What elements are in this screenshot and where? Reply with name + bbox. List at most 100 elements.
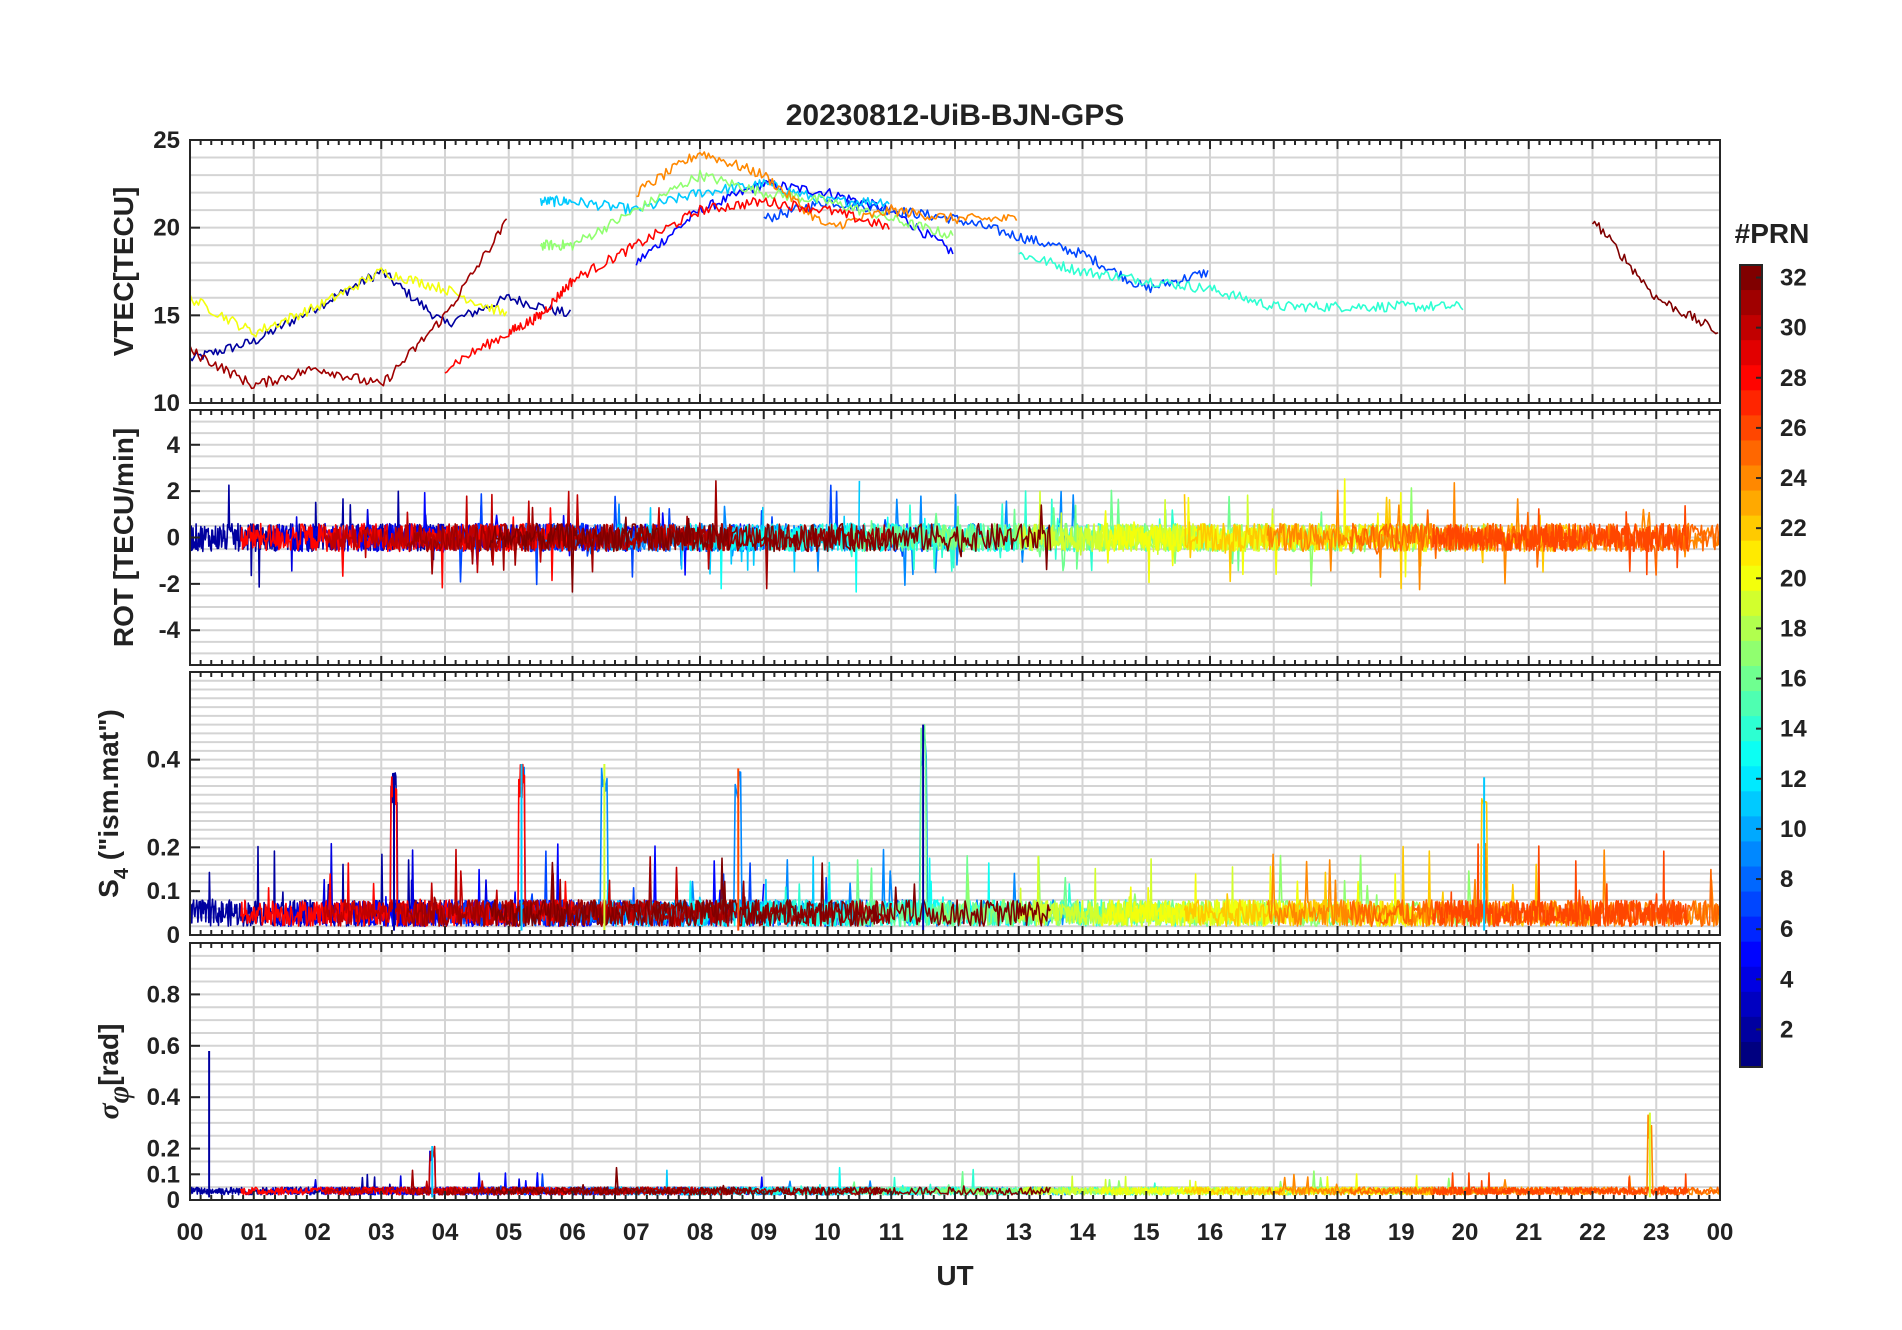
x-tick-label: 23 xyxy=(1643,1219,1670,1246)
series-line-prn-17 xyxy=(539,169,954,251)
y-tick-label: 0.4 xyxy=(147,1084,181,1111)
colorbar-tick-label: 10 xyxy=(1780,816,1807,843)
series-line-prn-31 xyxy=(190,218,508,390)
series-line-prn-14 xyxy=(1018,251,1464,313)
colorbar-segment xyxy=(1740,766,1762,792)
y-tick-label: 4 xyxy=(167,432,181,459)
colorbar-segment xyxy=(1740,340,1762,366)
y-tick-label: 0.4 xyxy=(147,747,181,774)
colorbar-tick-label: 4 xyxy=(1780,966,1794,993)
x-tick-label: 14 xyxy=(1069,1219,1096,1246)
y-tick-label: 0.1 xyxy=(147,878,180,905)
colorbar-segment xyxy=(1740,691,1762,717)
colorbar-tick-label: 12 xyxy=(1780,766,1807,793)
colorbar-segment xyxy=(1740,490,1762,517)
x-tick-label: 13 xyxy=(1005,1219,1032,1246)
colorbar-tick-label: 14 xyxy=(1780,716,1807,743)
series-line-prn-26 xyxy=(1432,1172,1689,1196)
x-tick-label: 01 xyxy=(240,1219,267,1246)
series-line-prn-28 xyxy=(444,197,890,374)
series-line-prn-20 xyxy=(1100,865,1434,927)
y-tick-label: 0.2 xyxy=(147,1136,180,1163)
x-tick-label: 20 xyxy=(1452,1219,1479,1246)
colorbar-segment xyxy=(1740,640,1762,667)
series-line-prn-7 xyxy=(763,199,1209,294)
x-tick-label: 00 xyxy=(177,1219,204,1246)
y-tick-label: -2 xyxy=(159,571,180,598)
colorbar-segment xyxy=(1740,891,1762,918)
colorbar-tick-label: 32 xyxy=(1780,265,1807,292)
y-tick-label: 0.8 xyxy=(147,981,180,1008)
colorbar-tick-label: 2 xyxy=(1780,1016,1793,1043)
colorbar-tick-label: 8 xyxy=(1780,866,1793,893)
x-tick-label: 15 xyxy=(1133,1219,1160,1246)
series-line-prn-4 xyxy=(272,1149,605,1196)
series-line-prn-32 xyxy=(488,504,1052,593)
x-tick-label: 09 xyxy=(750,1219,777,1246)
colorbar-tick-label: 22 xyxy=(1780,515,1807,542)
y-tick-label: 0.2 xyxy=(147,834,180,861)
colorbar-tick-label: 16 xyxy=(1780,666,1807,693)
x-axis: 00 01 02 03 04 05 06 07 08 09 10 11 12 13 14 15 16 17 18 19… xyxy=(177,1219,1734,1291)
colorbar-segment xyxy=(1740,265,1762,291)
x-tick-label: 05 xyxy=(495,1219,522,1246)
y-tick-label: 15 xyxy=(153,302,180,329)
y-tick-label: 0.1 xyxy=(147,1161,180,1188)
traces xyxy=(190,724,1720,931)
series-line-prn-32 xyxy=(1591,220,1719,335)
colorbar-label: #PRN xyxy=(1735,218,1810,249)
colorbar-segment xyxy=(1740,991,1762,1018)
x-tick-label: 18 xyxy=(1324,1219,1351,1246)
colorbar-tick-label: 20 xyxy=(1780,565,1807,592)
panels: 10 15 20 25 VTEC[TECU] -4 -2 0 2 4 ROT [TECU/min] 0… xyxy=(92,127,1721,1214)
x-tick-label: 19 xyxy=(1388,1219,1415,1246)
y-tick-label: 0.6 xyxy=(147,1033,180,1060)
series-line-prn-32 xyxy=(488,857,1052,927)
colorbar-segment xyxy=(1740,540,1762,567)
colorbar-segment xyxy=(1740,841,1762,867)
panel-sigma_phi: 00.10.2 0.4 0.6 0.8 σφ[rad] xyxy=(92,942,1721,1214)
colorbar-tick-label: 30 xyxy=(1780,315,1807,342)
y-tick-label: 0 xyxy=(167,1187,180,1214)
series-line-prn-24 xyxy=(1266,1114,1720,1196)
y-tick-label: 2 xyxy=(167,478,180,505)
y-axis-label: σφ[rad] xyxy=(92,1024,135,1120)
y-axis-label: VTEC[TECU] xyxy=(108,187,139,357)
figure-title: 20230812-UiB-BJN-GPS xyxy=(786,99,1124,132)
x-tick-label: 11 xyxy=(879,1219,904,1246)
colorbar-tick-label: 6 xyxy=(1780,916,1793,943)
colorbar-segment xyxy=(1740,941,1762,968)
series-line-prn-24 xyxy=(636,151,1018,230)
x-tick-label: 21 xyxy=(1515,1219,1542,1246)
series-line-prn-20 xyxy=(1100,478,1434,584)
x-tick-label: 00 xyxy=(1707,1219,1734,1246)
y-tick-label: 20 xyxy=(153,215,180,242)
series-line-prn-26 xyxy=(1432,843,1689,927)
colorbar-frame xyxy=(1739,264,1763,1068)
panel-rot: -4 -2 0 2 4 ROT [TECU/min] xyxy=(108,409,1721,666)
colorbar-segment xyxy=(1740,966,1762,993)
colorbar-tick-label: 28 xyxy=(1780,365,1807,392)
colorbar-segment xyxy=(1740,390,1762,416)
colorbar-segment xyxy=(1740,666,1762,692)
x-tick-label: 12 xyxy=(942,1219,969,1246)
colorbar-segment xyxy=(1740,791,1762,817)
y-tick-label: 10 xyxy=(153,390,180,417)
colorbar-tick-label: 24 xyxy=(1780,465,1807,492)
x-tick-label: 22 xyxy=(1579,1219,1606,1246)
x-tick-label: 08 xyxy=(687,1219,714,1246)
colorbar-segment xyxy=(1740,415,1762,441)
panel-s4: 0 0.1 0.2 0.4 S4 ("ism.mat") xyxy=(93,671,1721,949)
series-line-prn-32 xyxy=(488,1166,1052,1196)
colorbar-segment xyxy=(1740,1016,1762,1043)
colorbar-segment xyxy=(1740,565,1762,592)
colorbar-segment xyxy=(1740,290,1762,316)
series-line-prn-2 xyxy=(190,267,572,362)
traces xyxy=(190,1050,1720,1198)
x-tick-label: 07 xyxy=(623,1219,650,1246)
colorbar-segment xyxy=(1740,515,1762,542)
colorbar-segment xyxy=(1740,816,1762,842)
x-tick-label: 04 xyxy=(432,1219,459,1246)
x-axis-label: UT xyxy=(936,1260,973,1291)
